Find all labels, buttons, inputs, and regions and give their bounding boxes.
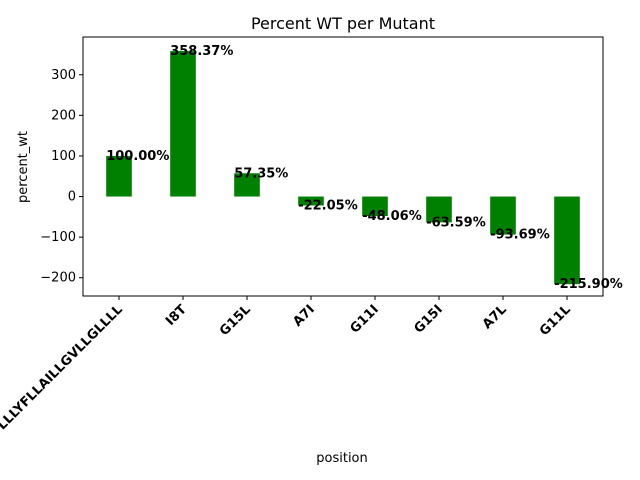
y-tick-label: −200	[40, 271, 76, 286]
data-label: -215.90%	[554, 277, 623, 292]
x-axis-label: position	[316, 451, 368, 466]
bar	[426, 196, 452, 223]
data-label: -48.06%	[362, 209, 422, 224]
bar	[170, 51, 196, 197]
axes-frame	[82, 36, 604, 297]
bar	[362, 196, 388, 217]
y-tick-label: 0	[68, 190, 76, 205]
y-tick-label: 200	[51, 108, 76, 123]
data-label: -63.59%	[426, 215, 486, 230]
bar	[554, 196, 580, 285]
bar	[106, 155, 132, 197]
bar	[490, 196, 516, 235]
data-label: 358.37%	[170, 44, 233, 59]
y-axis-label: percent_wt	[16, 131, 31, 203]
bar	[298, 196, 324, 206]
data-label: 100.00%	[106, 149, 169, 164]
data-label: 57.35%	[234, 166, 288, 181]
data-label: -22.05%	[298, 198, 358, 213]
bar	[234, 173, 260, 197]
chart-title: Percent WT per Mutant	[251, 14, 435, 33]
y-tick-label: 100	[51, 149, 76, 164]
y-tick-label: −100	[40, 230, 76, 245]
y-tick-label: 300	[51, 68, 76, 83]
data-label: -93.69%	[490, 228, 550, 243]
